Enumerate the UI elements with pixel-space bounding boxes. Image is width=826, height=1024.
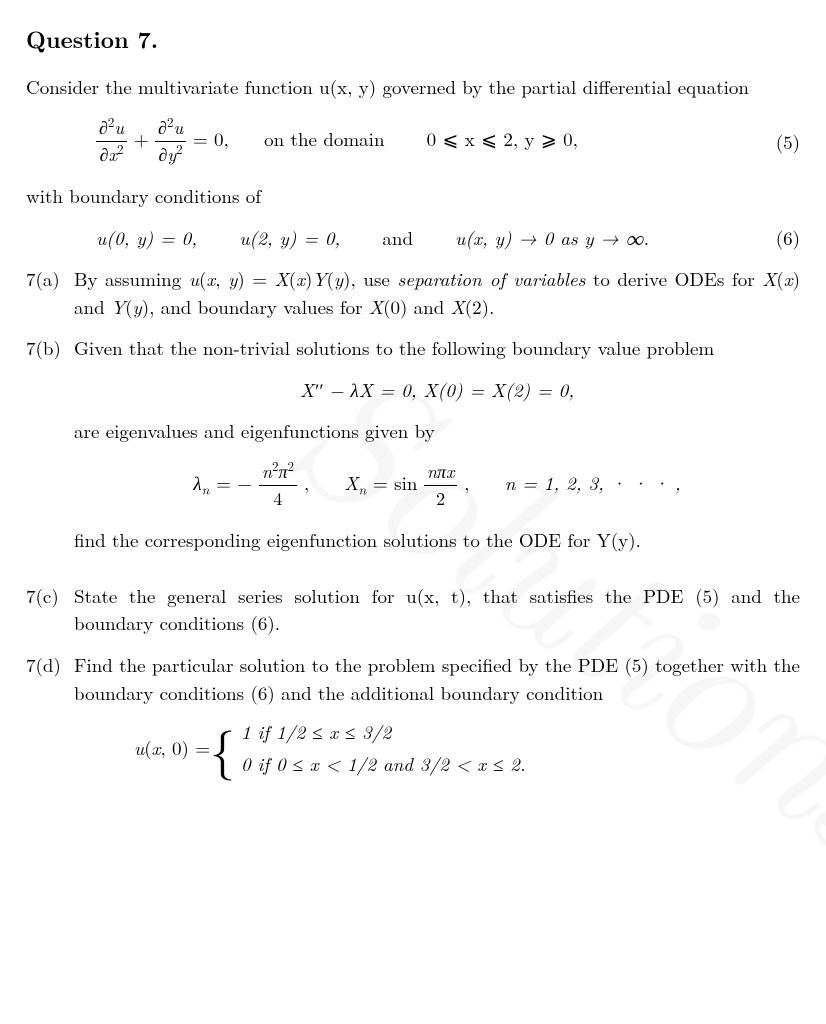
part-7d-text1: Find the particular solution to the prob…: [74, 651, 800, 706]
part-7a: 7(a) By assuming u(x, y) = X(x)Y(y), use…: [26, 265, 800, 320]
part-7b-label: 7(b): [26, 334, 74, 554]
part-7d: 7(d) Find the particular solution to the…: [26, 651, 800, 777]
eq6-number: (6): [750, 224, 800, 252]
part-7d-label: 7(d): [26, 651, 74, 777]
part-7d-cases: u(x, 0) = { 1 if 1/2 ≤ x ≤ 3/2 0 if 0 ≤ …: [134, 718, 800, 777]
equation-6: u(0, y) = 0, u(2, y) = 0, and u(x, y) → …: [96, 224, 800, 252]
equation-5: ∂2u∂x2 + ∂2u∂y2 = 0, on the domain 0 ⩽ x…: [96, 115, 800, 168]
part-7b-text1: Given that the non-trivial solutions to …: [74, 334, 714, 361]
bc-u2: u(2, y) = 0,: [239, 224, 340, 251]
bc-intro: with boundary conditions of: [26, 182, 800, 210]
part-7b-text3: find the corresponding eigenfunction sol…: [74, 526, 641, 553]
intro-text: Consider the multivariate function u(x, …: [26, 73, 800, 101]
part-7c-label: 7(c): [26, 582, 74, 637]
eq5-number: (5): [750, 128, 800, 156]
part-7a-label: 7(a): [26, 265, 74, 320]
part-7d-case1: 1 if 1/2 ≤ x ≤ 3/2: [241, 718, 526, 746]
eq5-domain: 0 ⩽ x ⩽ 2, y ⩾ 0,: [427, 125, 578, 152]
part-7b-bvp: X′′ − λX = 0, X(0) = X(2) = 0,: [74, 376, 800, 404]
part-7c: 7(c) State the general series solution f…: [26, 582, 800, 637]
eq5-domain-label: on the domain: [264, 125, 384, 152]
part-7c-text: State the general series solution for u(…: [74, 582, 800, 637]
part-7d-case2: 0 if 0 ≤ x < 1/2 and 3/2 < x ≤ 2.: [241, 750, 526, 778]
bc-u0: u(0, y) = 0,: [96, 224, 197, 251]
bc-limit: u(x, y) → 0 as y → ∞.: [455, 224, 649, 251]
part-7b-text2: are eigenvalues and eigenfunctions given…: [74, 417, 435, 444]
part-7b-eigen: λn = − n2π24 , Xn = sin nπx2 , n = 1, 2,…: [74, 459, 800, 512]
part-7b-n-range: n = 1, 2, 3, · · · ,: [505, 469, 681, 496]
bc-and: and: [382, 224, 413, 251]
part-7b: 7(b) Given that the non-trivial solution…: [26, 334, 800, 554]
question-title: Question 7.: [26, 22, 800, 55]
